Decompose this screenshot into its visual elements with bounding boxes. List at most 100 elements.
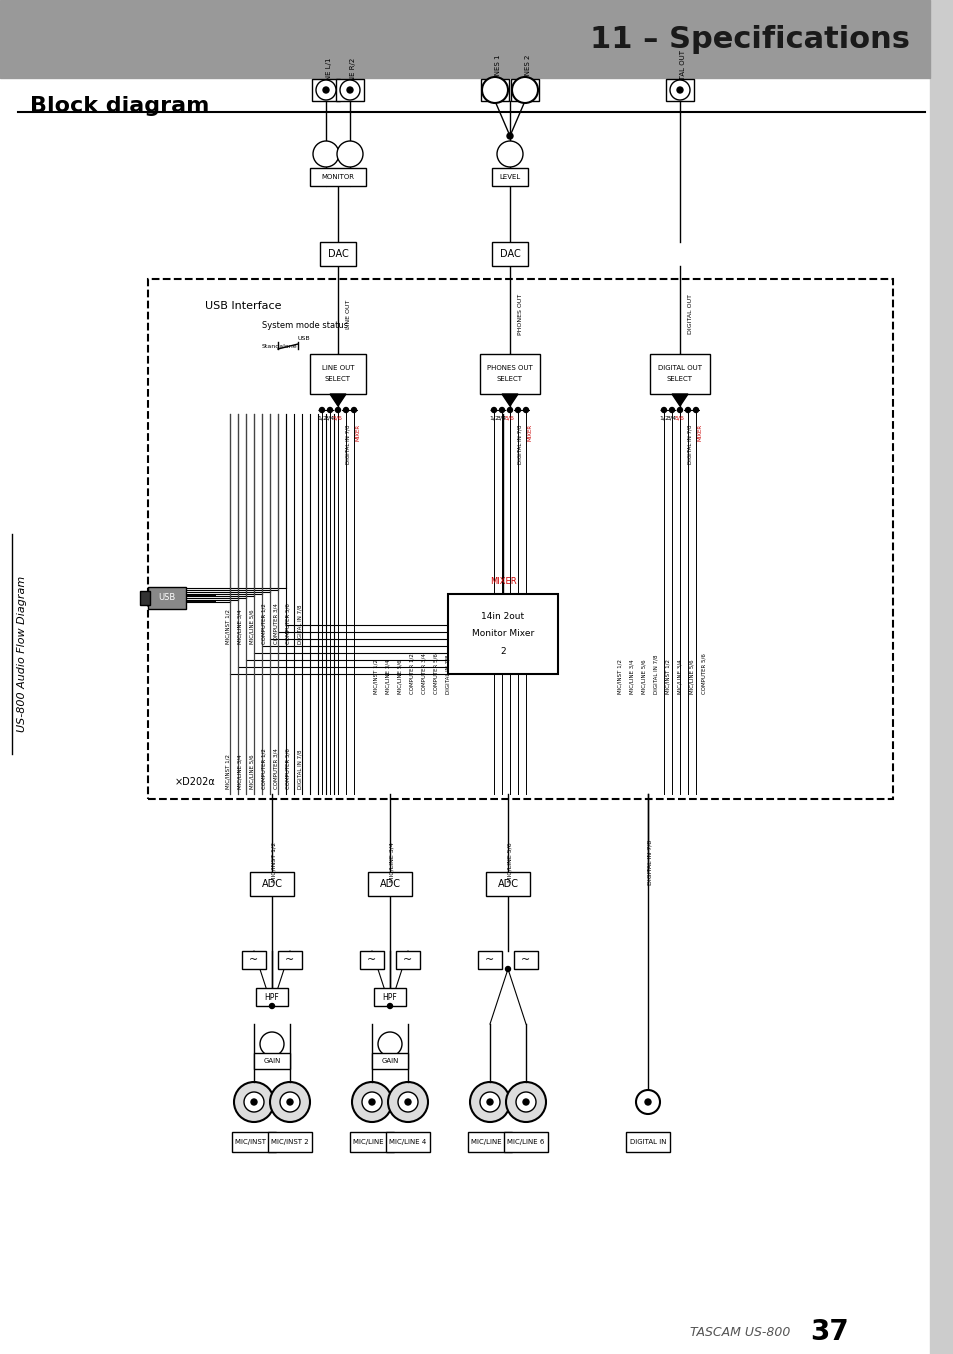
Text: MIC/LINE 5/6: MIC/LINE 5/6 bbox=[689, 659, 694, 695]
Text: MIXER: MIXER bbox=[527, 424, 532, 441]
Text: COMPUTER 3/4: COMPUTER 3/4 bbox=[274, 749, 278, 789]
Text: USB: USB bbox=[297, 337, 311, 341]
Text: PHONES OUT: PHONES OUT bbox=[487, 366, 533, 371]
Text: MIC/INST 1/2: MIC/INST 1/2 bbox=[617, 659, 622, 695]
Circle shape bbox=[677, 87, 682, 93]
Bar bbox=[386, 1132, 430, 1152]
Text: MIC/LINE 5/6: MIC/LINE 5/6 bbox=[640, 659, 646, 695]
Text: MIC/LINE 3/4: MIC/LINE 3/4 bbox=[237, 754, 242, 789]
Circle shape bbox=[505, 1082, 545, 1122]
Text: US-800 Audio Flow Diagram: US-800 Audio Flow Diagram bbox=[17, 575, 27, 733]
Text: 3/4: 3/4 bbox=[666, 416, 677, 421]
Text: MIC/LINE 3: MIC/LINE 3 bbox=[353, 1139, 391, 1145]
Text: 5/6: 5/6 bbox=[675, 416, 684, 421]
Circle shape bbox=[287, 1099, 293, 1105]
Circle shape bbox=[669, 80, 689, 100]
Circle shape bbox=[352, 1082, 392, 1122]
Text: SELECT: SELECT bbox=[325, 376, 351, 382]
Text: MIC/LINE 5/6: MIC/LINE 5/6 bbox=[250, 754, 254, 789]
Text: MIXER: MIXER bbox=[489, 578, 516, 586]
Bar bbox=[232, 1132, 275, 1152]
Circle shape bbox=[244, 1091, 264, 1112]
Circle shape bbox=[315, 80, 335, 100]
Text: COMPUTER 1/2: COMPUTER 1/2 bbox=[409, 653, 414, 695]
Text: MIC/LINE 5: MIC/LINE 5 bbox=[471, 1139, 508, 1145]
Circle shape bbox=[499, 408, 504, 413]
Text: GAIN: GAIN bbox=[263, 1057, 280, 1064]
Text: MIC/INST 1/2: MIC/INST 1/2 bbox=[665, 659, 670, 695]
Circle shape bbox=[693, 408, 698, 413]
Text: 2: 2 bbox=[499, 647, 505, 657]
Circle shape bbox=[319, 408, 324, 413]
Circle shape bbox=[377, 1032, 401, 1056]
Circle shape bbox=[233, 1082, 274, 1122]
Bar bbox=[374, 988, 406, 1006]
Bar bbox=[140, 590, 150, 605]
Circle shape bbox=[522, 1099, 529, 1105]
Circle shape bbox=[280, 1091, 299, 1112]
Text: USB Interface: USB Interface bbox=[205, 301, 281, 311]
Bar bbox=[368, 872, 412, 896]
Text: ADC: ADC bbox=[261, 879, 282, 890]
Text: System mode status: System mode status bbox=[262, 321, 348, 330]
Circle shape bbox=[361, 1091, 381, 1112]
Bar bbox=[350, 1132, 394, 1152]
Text: MIC/INST 1/2: MIC/INST 1/2 bbox=[272, 842, 276, 881]
Bar bbox=[395, 951, 419, 969]
Text: MIC/LINE 3/4: MIC/LINE 3/4 bbox=[237, 609, 242, 645]
Circle shape bbox=[251, 1099, 256, 1105]
Circle shape bbox=[523, 408, 528, 413]
Text: ~: ~ bbox=[367, 955, 376, 965]
Bar bbox=[253, 1053, 290, 1070]
Text: ~: ~ bbox=[249, 955, 258, 965]
Circle shape bbox=[470, 1082, 510, 1122]
Text: COMPUTER 5/6: COMPUTER 5/6 bbox=[285, 603, 291, 645]
Text: 3/4: 3/4 bbox=[325, 416, 335, 421]
Text: SELECT: SELECT bbox=[666, 376, 692, 382]
Bar bbox=[359, 951, 384, 969]
Text: COMPUTER 5/6: COMPUTER 5/6 bbox=[285, 749, 291, 789]
Text: DIGITAL IN 7/8: DIGITAL IN 7/8 bbox=[647, 839, 652, 884]
Bar bbox=[148, 279, 892, 799]
Text: LINE OUT: LINE OUT bbox=[346, 299, 351, 329]
Circle shape bbox=[516, 1091, 536, 1112]
Text: USB: USB bbox=[158, 593, 175, 603]
Text: ADC: ADC bbox=[497, 879, 518, 890]
Text: DIGITAL OUT: DIGITAL OUT bbox=[687, 294, 692, 334]
Text: COMPUTER 1/2: COMPUTER 1/2 bbox=[261, 603, 266, 645]
Bar bbox=[312, 79, 339, 102]
Bar bbox=[255, 988, 288, 1006]
Bar bbox=[148, 588, 186, 609]
Text: GAIN: GAIN bbox=[381, 1057, 398, 1064]
Circle shape bbox=[497, 141, 522, 167]
Bar bbox=[485, 872, 530, 896]
Text: 37: 37 bbox=[809, 1317, 848, 1346]
Text: MIC/INST 1: MIC/INST 1 bbox=[234, 1139, 273, 1145]
Text: DIGITAL IN 7/8: DIGITAL IN 7/8 bbox=[345, 424, 350, 463]
Text: MIC/LINE 5/6: MIC/LINE 5/6 bbox=[507, 842, 513, 881]
Text: DIGITAL OUT: DIGITAL OUT bbox=[679, 50, 685, 93]
Circle shape bbox=[351, 408, 356, 413]
Text: DIGITAL IN: DIGITAL IN bbox=[629, 1139, 665, 1145]
Circle shape bbox=[677, 408, 681, 413]
Text: PHONES 2: PHONES 2 bbox=[524, 54, 531, 89]
Text: ×D202α: ×D202α bbox=[174, 777, 215, 787]
Bar bbox=[480, 79, 509, 102]
Bar bbox=[665, 79, 693, 102]
Circle shape bbox=[347, 87, 353, 93]
Bar bbox=[310, 168, 366, 185]
Polygon shape bbox=[501, 394, 517, 406]
Circle shape bbox=[515, 408, 520, 413]
Text: MIXER: MIXER bbox=[697, 424, 701, 441]
Bar bbox=[319, 242, 355, 265]
Polygon shape bbox=[671, 394, 687, 406]
Circle shape bbox=[491, 408, 496, 413]
Text: HPF: HPF bbox=[382, 992, 397, 1002]
Text: Monitor Mixer: Monitor Mixer bbox=[472, 630, 534, 639]
Circle shape bbox=[479, 1091, 499, 1112]
Text: MIC/LINE 6: MIC/LINE 6 bbox=[507, 1139, 544, 1145]
Bar bbox=[268, 1132, 312, 1152]
Text: MIC/INST 1/2: MIC/INST 1/2 bbox=[225, 609, 231, 645]
Text: DIGITAL IN 7/8: DIGITAL IN 7/8 bbox=[653, 654, 658, 695]
Circle shape bbox=[388, 1082, 428, 1122]
